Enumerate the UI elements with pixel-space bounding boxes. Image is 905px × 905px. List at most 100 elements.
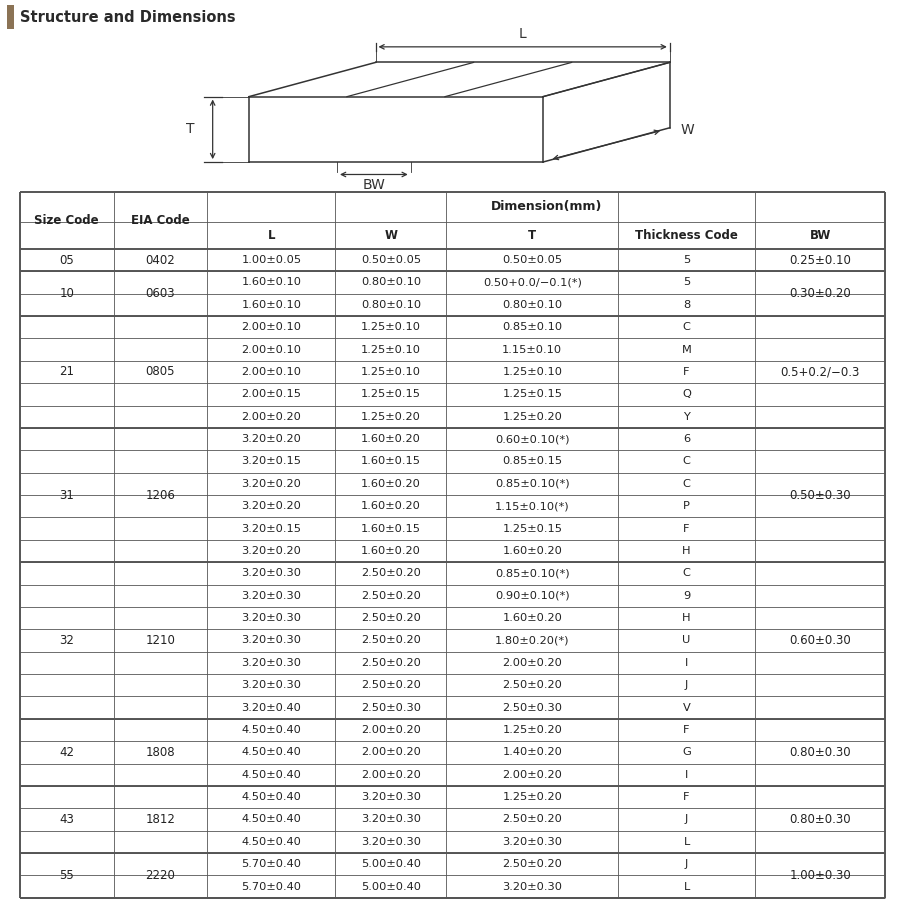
Text: 0805: 0805	[146, 366, 175, 378]
Text: 3.20±0.20: 3.20±0.20	[242, 434, 301, 444]
Text: 3.20±0.30: 3.20±0.30	[242, 635, 301, 645]
Text: 2.00±0.20: 2.00±0.20	[361, 769, 421, 780]
Text: 4.50±0.40: 4.50±0.40	[242, 748, 301, 757]
Text: 1.60±0.20: 1.60±0.20	[361, 501, 421, 511]
Text: F: F	[683, 524, 690, 534]
Text: 0.80±0.30: 0.80±0.30	[789, 813, 851, 826]
Text: 0.60±0.10(*): 0.60±0.10(*)	[495, 434, 569, 444]
Text: H: H	[682, 546, 691, 556]
Text: G: G	[682, 748, 691, 757]
Text: F: F	[683, 367, 690, 377]
Text: 32: 32	[60, 634, 74, 647]
Text: M: M	[681, 345, 691, 355]
Text: 1.25±0.20: 1.25±0.20	[502, 792, 562, 802]
Text: L: L	[683, 837, 690, 847]
Text: 0.50±0.05: 0.50±0.05	[502, 255, 562, 265]
Text: 2.50±0.20: 2.50±0.20	[502, 859, 562, 869]
Text: 1.25±0.20: 1.25±0.20	[502, 412, 562, 422]
Text: C: C	[682, 322, 691, 332]
Text: 55: 55	[60, 869, 74, 881]
Text: 3.20±0.30: 3.20±0.30	[242, 658, 301, 668]
Text: 2.50±0.20: 2.50±0.20	[502, 814, 562, 824]
Text: 2220: 2220	[146, 869, 176, 881]
Text: C: C	[682, 479, 691, 489]
Text: 3.20±0.15: 3.20±0.15	[242, 524, 301, 534]
Text: 1.60±0.15: 1.60±0.15	[361, 524, 421, 534]
Text: 1.25±0.15: 1.25±0.15	[361, 389, 421, 399]
Text: 2.50±0.20: 2.50±0.20	[502, 681, 562, 691]
Text: 0.50+0.0/−0.1(*): 0.50+0.0/−0.1(*)	[483, 278, 582, 288]
Text: 3.20±0.30: 3.20±0.30	[502, 837, 562, 847]
Text: 3.20±0.30: 3.20±0.30	[502, 881, 562, 891]
Text: 1.60±0.20: 1.60±0.20	[361, 434, 421, 444]
Text: V: V	[682, 702, 691, 712]
Text: 1.60±0.15: 1.60±0.15	[361, 456, 421, 466]
Text: W: W	[681, 123, 695, 138]
Text: 5.00±0.40: 5.00±0.40	[361, 859, 421, 869]
Text: 9: 9	[683, 591, 691, 601]
Text: I: I	[685, 769, 689, 780]
Bar	[7, 5, 14, 29]
Text: 1.25±0.15: 1.25±0.15	[502, 389, 562, 399]
Text: 0402: 0402	[146, 253, 176, 267]
Text: Thickness Code: Thickness Code	[635, 229, 738, 242]
Text: 2.50±0.20: 2.50±0.20	[361, 635, 421, 645]
Text: 0.50±0.30: 0.50±0.30	[789, 489, 851, 501]
Text: 4.50±0.40: 4.50±0.40	[242, 725, 301, 735]
Text: 3.20±0.20: 3.20±0.20	[242, 546, 301, 556]
Text: 1812: 1812	[146, 813, 176, 826]
Text: 3.20±0.40: 3.20±0.40	[242, 702, 301, 712]
Text: 0603: 0603	[146, 287, 176, 300]
Text: L: L	[268, 229, 275, 242]
Text: C: C	[682, 456, 691, 466]
Text: 3.20±0.20: 3.20±0.20	[242, 479, 301, 489]
Text: Structure and Dimensions: Structure and Dimensions	[20, 10, 235, 24]
Text: 1.60±0.20: 1.60±0.20	[502, 546, 562, 556]
Text: C: C	[682, 568, 691, 578]
Text: 2.00±0.20: 2.00±0.20	[361, 748, 421, 757]
Text: 1.40±0.20: 1.40±0.20	[502, 748, 562, 757]
Text: 3.20±0.15: 3.20±0.15	[242, 456, 301, 466]
Text: 2.50±0.30: 2.50±0.30	[502, 702, 562, 712]
Text: 4.50±0.40: 4.50±0.40	[242, 792, 301, 802]
Text: 0.25±0.10: 0.25±0.10	[789, 253, 851, 267]
Text: 3.20±0.30: 3.20±0.30	[361, 837, 421, 847]
Text: 2.50±0.20: 2.50±0.20	[361, 613, 421, 623]
Text: 3.20±0.20: 3.20±0.20	[242, 501, 301, 511]
Text: 1.60±0.10: 1.60±0.10	[242, 278, 301, 288]
Text: 1.25±0.20: 1.25±0.20	[361, 412, 421, 422]
Text: 0.80±0.30: 0.80±0.30	[789, 746, 851, 758]
Text: 2.00±0.20: 2.00±0.20	[502, 658, 562, 668]
Text: 0.80±0.10: 0.80±0.10	[502, 300, 562, 310]
Text: T: T	[186, 122, 195, 137]
Text: 2.00±0.10: 2.00±0.10	[242, 367, 301, 377]
Text: 1.60±0.20: 1.60±0.20	[361, 479, 421, 489]
Text: 0.80±0.10: 0.80±0.10	[361, 278, 421, 288]
Text: 2.00±0.15: 2.00±0.15	[242, 389, 301, 399]
Text: J: J	[685, 859, 689, 869]
Text: 05: 05	[60, 253, 74, 267]
Text: BW: BW	[809, 229, 831, 242]
Text: 0.5+0.2/−0.3: 0.5+0.2/−0.3	[780, 366, 860, 378]
Text: 43: 43	[60, 813, 74, 826]
Text: 1206: 1206	[146, 489, 176, 501]
Text: U: U	[682, 635, 691, 645]
Text: 5: 5	[683, 255, 691, 265]
Text: 2.00±0.20: 2.00±0.20	[502, 769, 562, 780]
Text: 2.00±0.10: 2.00±0.10	[242, 322, 301, 332]
Text: 2.50±0.20: 2.50±0.20	[361, 591, 421, 601]
Text: EIA Code: EIA Code	[131, 214, 190, 227]
Text: 3.20±0.30: 3.20±0.30	[242, 591, 301, 601]
Text: H: H	[682, 613, 691, 623]
Text: 2.50±0.30: 2.50±0.30	[361, 702, 421, 712]
Text: 3.20±0.30: 3.20±0.30	[242, 681, 301, 691]
Text: 1808: 1808	[146, 746, 176, 758]
Text: L: L	[519, 27, 527, 42]
Text: 0.30±0.20: 0.30±0.20	[789, 287, 851, 300]
Text: J: J	[685, 681, 689, 691]
Text: 5.00±0.40: 5.00±0.40	[361, 881, 421, 891]
Text: J: J	[685, 814, 689, 824]
Text: 1.25±0.10: 1.25±0.10	[361, 367, 421, 377]
Text: 3.20±0.30: 3.20±0.30	[242, 613, 301, 623]
Text: Y: Y	[683, 412, 690, 422]
